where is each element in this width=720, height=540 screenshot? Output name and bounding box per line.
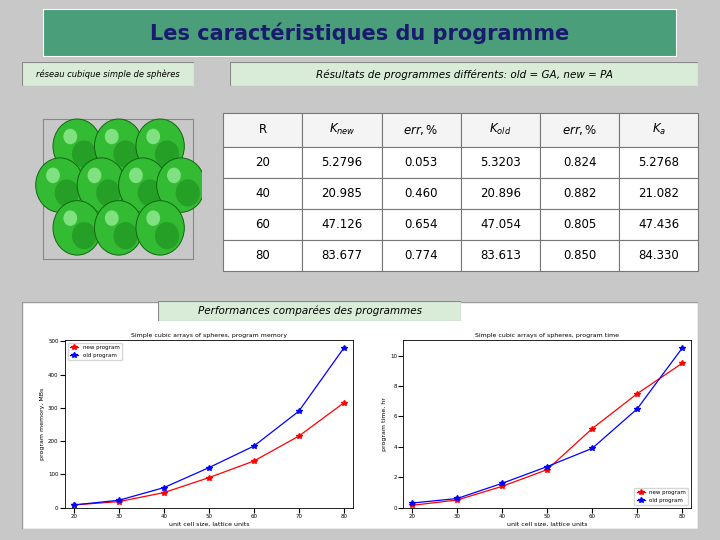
old program <box>633 406 642 412</box>
Title: Simple cubic arrays of spheres, program memory: Simple cubic arrays of spheres, program … <box>131 333 287 339</box>
Circle shape <box>72 222 96 249</box>
Circle shape <box>63 211 77 226</box>
Legend: new program, old program: new program, old program <box>634 488 688 505</box>
old program <box>340 345 348 352</box>
Line: new program: new program <box>71 400 346 508</box>
Circle shape <box>72 140 96 167</box>
new program <box>250 458 258 464</box>
new program <box>453 497 462 503</box>
new program <box>678 360 687 367</box>
Circle shape <box>96 179 120 206</box>
Circle shape <box>105 211 119 226</box>
old program <box>114 497 123 503</box>
new program <box>588 426 597 432</box>
old program <box>160 484 168 491</box>
Text: Les caractéristiques du programme: Les caractéristiques du programme <box>150 22 570 44</box>
Circle shape <box>77 158 125 212</box>
Circle shape <box>53 201 102 255</box>
new program <box>633 390 642 397</box>
new program <box>114 498 123 505</box>
Circle shape <box>88 167 102 183</box>
old program <box>498 480 507 487</box>
Circle shape <box>129 167 143 183</box>
Circle shape <box>94 119 143 173</box>
FancyBboxPatch shape <box>22 302 698 529</box>
Circle shape <box>136 119 184 173</box>
new program <box>160 489 168 496</box>
FancyBboxPatch shape <box>22 62 194 86</box>
new program <box>543 467 552 473</box>
Title: Simple cubic arrays of spheres, program time: Simple cubic arrays of spheres, program … <box>475 333 619 339</box>
Legend: new program, old program: new program, old program <box>68 343 122 360</box>
old program <box>250 443 258 449</box>
new program <box>340 400 348 406</box>
Y-axis label: program memory, MBs: program memory, MBs <box>40 388 45 460</box>
Circle shape <box>36 158 84 212</box>
Circle shape <box>157 158 205 212</box>
old program <box>69 502 78 508</box>
Circle shape <box>94 201 143 255</box>
old program <box>543 463 552 470</box>
Text: Performances comparées des programmes: Performances comparées des programmes <box>197 306 422 316</box>
new program <box>408 502 417 509</box>
Line: new program: new program <box>410 361 685 508</box>
Circle shape <box>114 140 138 167</box>
old program <box>294 408 303 414</box>
Circle shape <box>146 211 160 226</box>
X-axis label: unit cell size, lattice units: unit cell size, lattice units <box>168 522 249 526</box>
old program <box>678 345 687 352</box>
old program <box>453 495 462 502</box>
new program <box>498 483 507 490</box>
Circle shape <box>53 119 102 173</box>
old program <box>588 445 597 451</box>
new program <box>204 475 213 481</box>
Text: réseau cubique simple de sphères: réseau cubique simple de sphères <box>36 70 180 79</box>
Circle shape <box>136 201 184 255</box>
Circle shape <box>63 129 77 144</box>
new program <box>69 502 78 508</box>
Circle shape <box>138 179 162 206</box>
Circle shape <box>55 179 79 206</box>
Line: old program: old program <box>71 345 346 508</box>
Text: Résultats de programmes différents: old = GA, new = PA: Résultats de programmes différents: old … <box>316 69 613 79</box>
X-axis label: unit cell size, lattice units: unit cell size, lattice units <box>507 522 588 526</box>
Circle shape <box>105 129 119 144</box>
Circle shape <box>167 167 181 183</box>
FancyBboxPatch shape <box>43 9 677 57</box>
Circle shape <box>146 129 160 144</box>
FancyBboxPatch shape <box>230 62 698 86</box>
Circle shape <box>114 222 138 249</box>
Circle shape <box>155 140 179 167</box>
old program <box>204 464 213 471</box>
old program <box>408 500 417 507</box>
FancyBboxPatch shape <box>158 301 461 321</box>
new program <box>294 433 303 440</box>
Y-axis label: program time, hr: program time, hr <box>382 397 387 451</box>
Circle shape <box>155 222 179 249</box>
Circle shape <box>46 167 60 183</box>
Circle shape <box>176 179 200 206</box>
Circle shape <box>119 158 167 212</box>
Line: old program: old program <box>410 345 685 506</box>
